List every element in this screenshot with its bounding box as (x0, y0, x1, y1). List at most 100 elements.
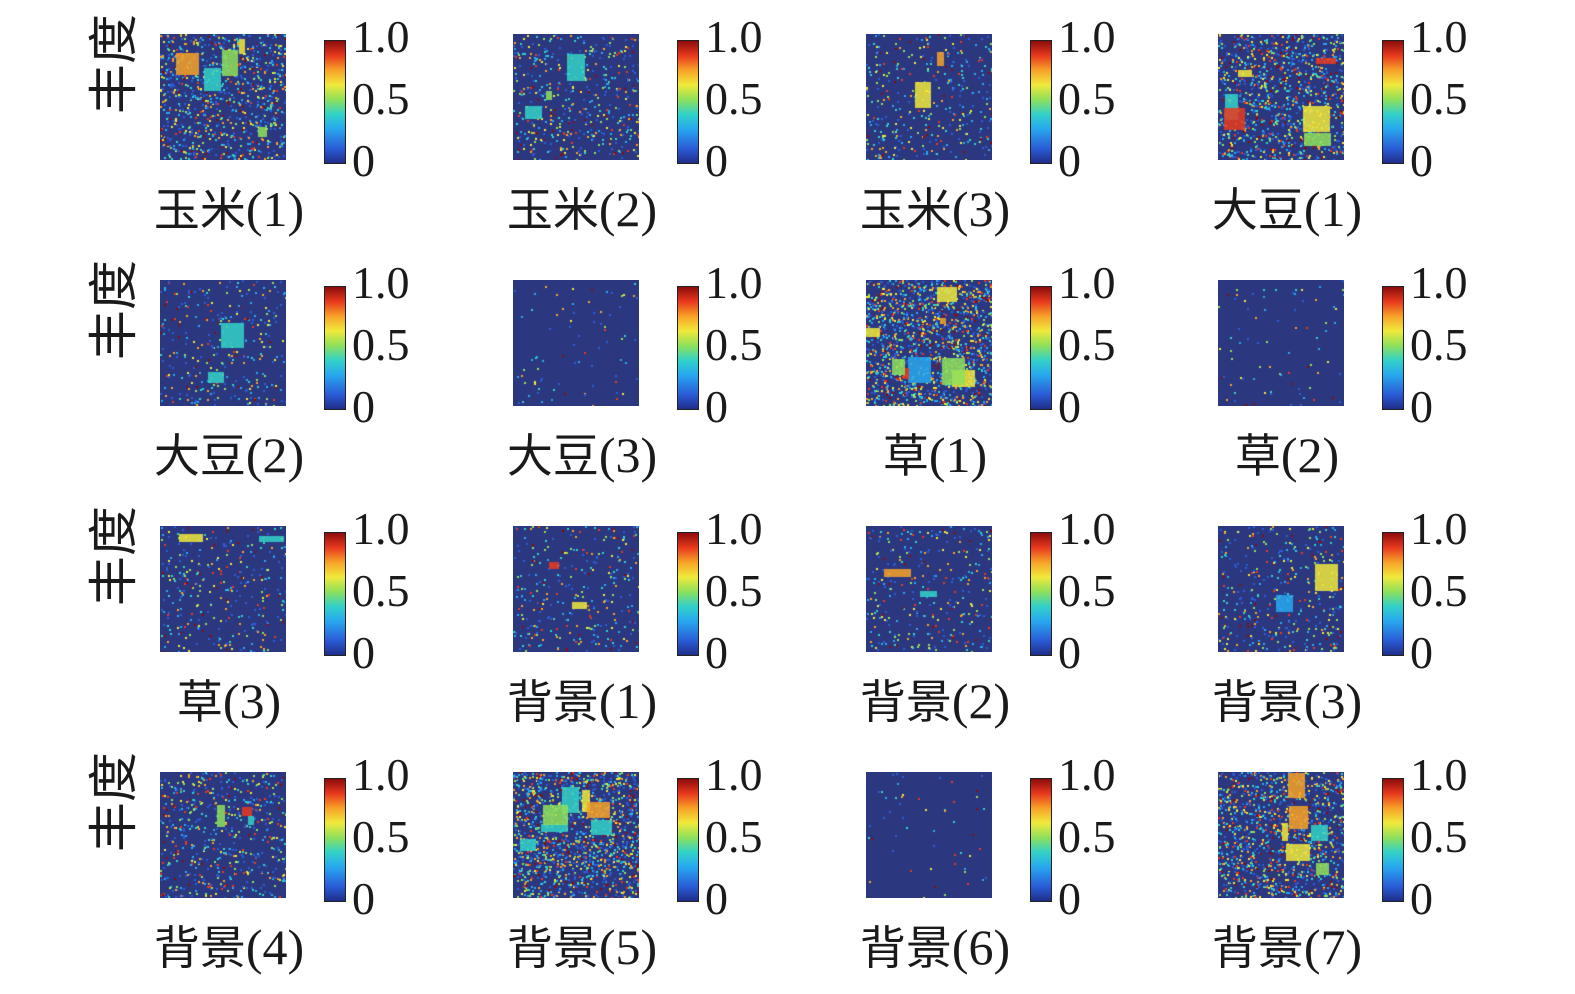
abundance-heatmap (866, 526, 992, 652)
panel-caption: 背景(1) (471, 676, 693, 726)
abundance-panel: 1.0 0.5 0 草(2) (1058, 246, 1468, 492)
abundance-heatmap (866, 772, 992, 898)
colorbar (1030, 532, 1052, 656)
caption-index: (1) (1303, 181, 1363, 237)
colorbar-tick-label: 0 (352, 873, 375, 924)
caption-index: (4) (245, 919, 305, 975)
caption-index: (3) (222, 673, 282, 729)
panel-caption: 背景(7) (1176, 922, 1398, 972)
colorbar-tick-label: 1.0 (1410, 749, 1468, 800)
colorbar (1030, 286, 1052, 410)
colorbar-tick-label: 1.0 (1058, 503, 1116, 554)
caption-index: (6) (951, 919, 1011, 975)
colorbar-tick-label: 1.0 (1058, 749, 1116, 800)
abundance-heatmap (1218, 34, 1344, 160)
colorbar (1030, 40, 1052, 164)
colorbar-tick-label: 0.5 (705, 319, 763, 370)
colorbar-tick-label: 0 (1058, 135, 1081, 186)
caption-index: (2) (245, 427, 305, 483)
y-axis-label: 丰度 (85, 246, 143, 374)
caption-name: 玉米 (859, 183, 952, 237)
colorbar-tick-label: 0.5 (1058, 319, 1116, 370)
colorbar-tick-label: 0 (705, 135, 728, 186)
caption-name: 背景 (1211, 921, 1304, 975)
colorbar-tick-label: 0.5 (352, 319, 410, 370)
abundance-heatmap (1218, 772, 1344, 898)
colorbar-tick-label: 1.0 (1410, 257, 1468, 308)
abundance-heatmap (1218, 526, 1344, 652)
colorbar (1382, 40, 1404, 164)
colorbar-tick-label: 0 (1410, 381, 1433, 432)
colorbar-tick-label: 0 (1058, 381, 1081, 432)
colorbar-tick-label: 1.0 (705, 11, 763, 62)
abundance-heatmap (513, 280, 639, 406)
abundance-panel: 1.0 0.5 0 玉米(2) (353, 0, 763, 246)
colorbar-tick-label: 0 (1410, 135, 1433, 186)
colorbar-tick-label: 1.0 (352, 11, 410, 62)
panel-caption: 背景(6) (824, 922, 1046, 972)
y-axis-label: 丰度 (85, 492, 143, 620)
panel-caption: 大豆(3) (471, 430, 693, 480)
colorbar (324, 778, 346, 902)
caption-index: (2) (598, 181, 658, 237)
caption-name: 背景 (859, 675, 952, 729)
y-axis-label-text: 丰度 (85, 14, 143, 114)
colorbar-tick-label: 1.0 (352, 749, 410, 800)
colorbar-tick-label: 0.5 (1410, 319, 1468, 370)
y-axis-label: 丰度 (85, 0, 143, 128)
abundance-heatmap (866, 34, 992, 160)
abundance-heatmap (1218, 280, 1344, 406)
abundance-panel: 1.0 0.5 0 背景(2) (706, 492, 1116, 738)
caption-index: (7) (1303, 919, 1363, 975)
abundance-heatmap (513, 34, 639, 160)
colorbar (1382, 778, 1404, 902)
abundance-heatmap (866, 280, 992, 406)
caption-index: (2) (951, 673, 1011, 729)
colorbar-tick-label: 0 (352, 381, 375, 432)
colorbar-tick-label: 1.0 (1058, 11, 1116, 62)
y-axis-label: 丰度 (85, 738, 143, 866)
panel-caption: 玉米(1) (118, 184, 340, 234)
colorbar-tick-label: 1.0 (352, 257, 410, 308)
colorbar (677, 286, 699, 410)
panel-caption: 玉米(2) (471, 184, 693, 234)
panel-caption: 背景(4) (118, 922, 340, 972)
colorbar-tick-label: 1.0 (1058, 257, 1116, 308)
caption-index: (1) (598, 673, 658, 729)
colorbar-tick-label: 0.5 (705, 73, 763, 124)
colorbar-tick-label: 0.5 (1058, 73, 1116, 124)
colorbar-tick-label: 0.5 (1058, 811, 1116, 862)
colorbar-tick-label: 0.5 (352, 811, 410, 862)
panel-caption: 草(1) (824, 430, 1046, 480)
caption-index: (1) (928, 427, 988, 483)
colorbar (324, 286, 346, 410)
abundance-panel: 1.0 0.5 0 背景(6) (706, 738, 1116, 984)
colorbar-tick-label: 0 (1058, 627, 1081, 678)
y-axis-label-text: 丰度 (85, 506, 143, 606)
caption-name: 草 (882, 429, 929, 483)
caption-name: 大豆 (1211, 183, 1304, 237)
colorbar-tick-label: 0.5 (352, 565, 410, 616)
abundance-panel: 丰度 1.0 0.5 0 玉米(1) (0, 0, 410, 246)
colorbar (1382, 532, 1404, 656)
colorbar-tick-label: 0.5 (1410, 565, 1468, 616)
caption-name: 大豆 (506, 429, 599, 483)
colorbar-tick-label: 1.0 (1410, 11, 1468, 62)
caption-name: 背景 (506, 921, 599, 975)
y-axis-label-text: 丰度 (85, 752, 143, 852)
colorbar-tick-label: 0 (705, 381, 728, 432)
colorbar-tick-label: 0.5 (1410, 811, 1468, 862)
caption-name: 草 (176, 675, 223, 729)
colorbar (1030, 778, 1052, 902)
caption-name: 背景 (153, 921, 246, 975)
abundance-panel: 1.0 0.5 0 背景(5) (353, 738, 763, 984)
abundance-panel: 1.0 0.5 0 大豆(1) (1058, 0, 1468, 246)
abundance-heatmap (513, 772, 639, 898)
caption-name: 玉米 (153, 183, 246, 237)
abundance-panel: 丰度 1.0 0.5 0 背景(4) (0, 738, 410, 984)
colorbar-tick-label: 1.0 (705, 749, 763, 800)
abundance-heatmap (160, 34, 286, 160)
caption-name: 草 (1234, 429, 1281, 483)
colorbar-tick-label: 0.5 (1410, 73, 1468, 124)
